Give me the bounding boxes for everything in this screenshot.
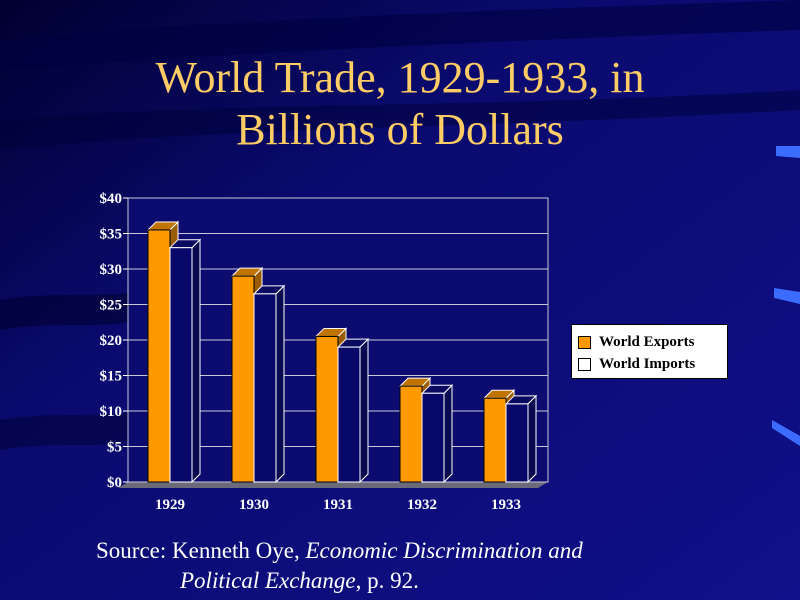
legend-swatch-imports xyxy=(578,357,591,371)
bar-world-imports-1932 xyxy=(420,384,454,484)
y-tick-label: $5 xyxy=(107,440,122,456)
chart-legend: World Exports World Imports xyxy=(571,324,728,379)
x-tick-label: 1931 xyxy=(323,497,353,513)
bar-world-imports-1933 xyxy=(504,394,538,484)
legend-item-imports: World Imports xyxy=(572,353,727,375)
title-line-1: World Trade, 1929-1933, in xyxy=(155,53,645,102)
legend-item-exports: World Exports xyxy=(572,331,727,353)
x-tick-label: 1930 xyxy=(239,497,269,513)
page-title: World Trade, 1929-1933, in Billions of D… xyxy=(0,52,800,156)
source-book-title-1: Economic Discrimination and xyxy=(305,538,583,563)
y-tick-label: $30 xyxy=(100,262,123,278)
title-line-2: Billions of Dollars xyxy=(236,105,564,154)
bar-world-imports-1931 xyxy=(336,337,370,484)
source-line-2: Political Exchange, p. 92. xyxy=(96,566,583,596)
y-tick-label: $0 xyxy=(107,475,122,491)
legend-swatch-exports xyxy=(578,335,591,349)
y-tick-label: $25 xyxy=(100,298,123,314)
bar-world-imports-1930 xyxy=(252,284,286,484)
x-tick-label: 1932 xyxy=(407,497,437,513)
legend-label-exports: World Exports xyxy=(599,333,695,350)
source-suffix: , p. 92. xyxy=(355,568,419,593)
bar-world-imports-1929 xyxy=(168,238,202,484)
y-tick-label: $40 xyxy=(100,191,123,207)
source-citation: Source: Kenneth Oye, Economic Discrimina… xyxy=(96,536,583,596)
source-prefix: Source: Kenneth Oye, xyxy=(96,538,306,563)
x-tick-label: 1933 xyxy=(491,497,521,513)
source-book-title-2: Political Exchange xyxy=(180,568,356,593)
y-tick-label: $20 xyxy=(100,333,123,349)
y-tick-label: $15 xyxy=(100,369,123,385)
legend-label-imports: World Imports xyxy=(599,355,696,372)
y-tick-label: $35 xyxy=(100,227,123,243)
x-tick-label: 1929 xyxy=(155,497,185,513)
chart-floor xyxy=(118,482,548,488)
y-tick-label: $10 xyxy=(100,404,123,420)
